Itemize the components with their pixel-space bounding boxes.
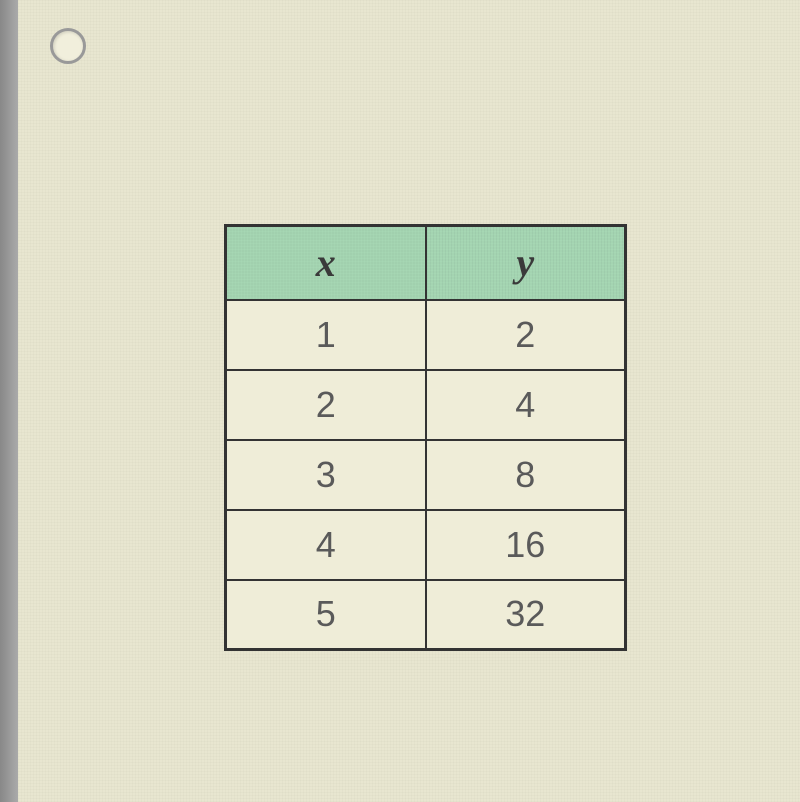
cell-y: 8 (426, 440, 626, 510)
cell-y: 16 (426, 510, 626, 580)
table-row: 1 2 (226, 300, 626, 370)
cell-x: 5 (226, 580, 426, 650)
cell-y: 32 (426, 580, 626, 650)
table-row: 4 16 (226, 510, 626, 580)
table-row: 5 32 (226, 580, 626, 650)
data-table-container: x y 1 2 2 4 3 8 4 16 5 32 (224, 224, 627, 651)
cell-y: 4 (426, 370, 626, 440)
page-left-edge (0, 0, 18, 802)
column-header-x: x (226, 226, 426, 300)
cell-x: 1 (226, 300, 426, 370)
xy-table: x y 1 2 2 4 3 8 4 16 5 32 (224, 224, 627, 651)
table-header-row: x y (226, 226, 626, 300)
cell-x: 3 (226, 440, 426, 510)
cell-x: 4 (226, 510, 426, 580)
cell-x: 2 (226, 370, 426, 440)
table-row: 2 4 (226, 370, 626, 440)
column-header-y: y (426, 226, 626, 300)
cell-y: 2 (426, 300, 626, 370)
table-row: 3 8 (226, 440, 626, 510)
option-radio[interactable] (50, 28, 86, 64)
